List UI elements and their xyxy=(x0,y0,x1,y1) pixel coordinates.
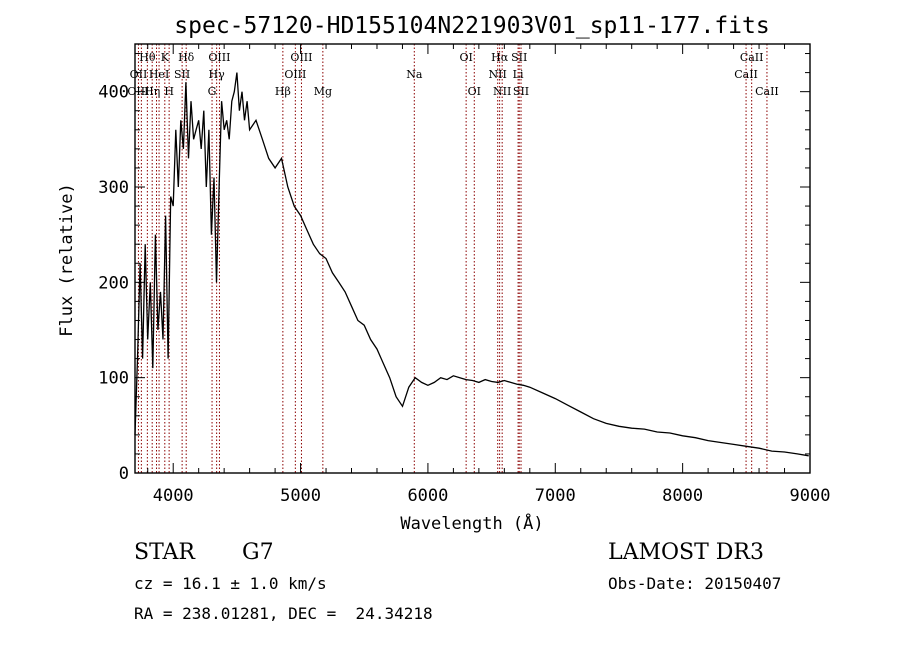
line-label: Hγ xyxy=(209,68,226,81)
x-tick-label: 4000 xyxy=(153,486,194,506)
line-label: Hθ xyxy=(139,51,156,64)
line-label: G xyxy=(208,85,217,98)
line-label: OIII xyxy=(284,68,306,81)
line-label: OI xyxy=(459,51,472,64)
emission-line-markers xyxy=(137,44,768,473)
line-label: HeI xyxy=(149,68,169,81)
line-label: OIII xyxy=(290,51,312,64)
line-label: OIII xyxy=(208,51,230,64)
line-label: CaII xyxy=(755,85,779,98)
object-class: STAR xyxy=(134,540,195,565)
x-axis-label: Wavelength (Å) xyxy=(400,512,543,534)
coords-line: RA = 238.01281, DEC = 24.34218 xyxy=(134,604,433,623)
chart-title: spec-57120-HD155104N221903V01_sp11-177.f… xyxy=(174,13,769,39)
y-axis-label: Flux (relative) xyxy=(57,183,77,337)
line-label: Hβ xyxy=(275,85,291,98)
line-label: SII xyxy=(511,51,527,64)
y-tick-label: 400 xyxy=(98,83,129,103)
axis-ticks: 4000 5000 6000 7000 8000 9000 0 100 200 300 400 xyxy=(98,44,830,506)
line-label: NII xyxy=(493,85,511,98)
line-label: OI xyxy=(468,85,481,98)
obs-date-line: Obs-Date: 20150407 xyxy=(608,574,782,593)
x-tick-label: 5000 xyxy=(280,486,321,506)
redshift-line: cz = 16.1 ± 1.0 km/s xyxy=(134,574,327,593)
line-label: Mg xyxy=(314,85,332,98)
survey-name: LAMOST DR3 xyxy=(608,540,764,565)
line-label: H xyxy=(164,85,174,98)
line-label: Na xyxy=(406,68,423,81)
line-label: Hα xyxy=(491,51,509,64)
line-label: CaII xyxy=(734,68,758,81)
x-tick-label: 8000 xyxy=(662,486,703,506)
line-label: NII xyxy=(489,68,507,81)
x-tick-label: 7000 xyxy=(535,486,576,506)
flux-series xyxy=(134,72,809,457)
y-tick-label: 100 xyxy=(98,369,129,389)
y-tick-label: 0 xyxy=(119,464,129,484)
x-tick-label: 6000 xyxy=(407,486,448,506)
x-tick-label: 9000 xyxy=(790,486,831,506)
subclass: G7 xyxy=(242,540,274,565)
line-label: OII xyxy=(130,68,148,81)
line-label: CaII xyxy=(740,51,764,64)
line-label: K xyxy=(161,51,170,64)
y-tick-label: 200 xyxy=(98,273,129,293)
plot-frame xyxy=(134,43,811,474)
line-label: Hδ xyxy=(178,51,195,64)
y-tick-label: 300 xyxy=(98,178,129,198)
line-label: Li xyxy=(513,68,524,81)
line-label: Hη xyxy=(144,85,160,98)
line-label: SII xyxy=(513,85,529,98)
line-label: SII xyxy=(174,68,190,81)
